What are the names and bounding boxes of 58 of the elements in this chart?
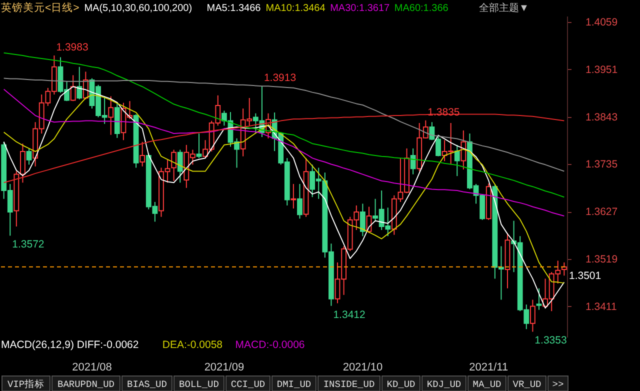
text: KD_UD (386, 379, 416, 390)
y-tick-label: 1.3843 (586, 111, 618, 124)
annotation: 1.3983 (56, 41, 88, 54)
text: MACD(26,12,9) DIFF:-0.0062 (1, 339, 139, 351)
candlestick (196, 133, 202, 159)
text: BARUPDN_UD (57, 379, 115, 390)
candlestick (297, 183, 302, 220)
text: BOLL_UD (179, 379, 220, 390)
text: CCI_UD (230, 379, 266, 390)
candlestick (429, 122, 435, 141)
text: KDJ_UD (426, 379, 462, 390)
y-tick-label: 1.3627 (586, 206, 618, 218)
text: >> (552, 379, 564, 390)
y-tick-label: 1.3411 (586, 300, 617, 313)
text: MA60:1.366 (394, 3, 449, 14)
candlestick (108, 96, 114, 136)
text: BIAS_UD (127, 379, 168, 390)
candlestick (177, 149, 183, 184)
candlestick (410, 148, 416, 175)
x-tick-label: 2021/08 (72, 362, 112, 374)
legend-title: MA(5,10,30,60,100,200) (84, 3, 192, 14)
candlestick (436, 134, 441, 157)
text: MA10:1.3464 (266, 3, 326, 14)
candlestick (454, 144, 460, 177)
candlestick (26, 148, 32, 166)
candlestick (460, 130, 466, 170)
text: MA_UD (472, 379, 502, 390)
text: 全部主题▼ (479, 2, 529, 14)
x-tick-label: 2021/09 (204, 362, 244, 374)
text: INSIDE_UD (323, 379, 375, 390)
annotation: 1.3353 (534, 334, 567, 347)
annotation: 1.3412 (333, 308, 366, 321)
candlestick (171, 149, 177, 182)
text: MA5:1.3466 (206, 3, 262, 14)
candlestick (70, 74, 76, 102)
text: MA30:1.3617 (330, 3, 390, 14)
y-tick-label: 1.3735 (586, 158, 618, 171)
text: VIP指标 (7, 378, 45, 390)
line-series (3, 52, 565, 198)
candlestick (140, 141, 146, 167)
text: DEA:-0.0058 (162, 339, 223, 351)
text: VR_UD (512, 379, 542, 390)
y-tick-label: 1.3519 (586, 253, 618, 266)
y-tick-label: 1.3951 (586, 64, 618, 76)
x-tick-label: 2021/11 (469, 362, 508, 374)
text: MACD:-0.0006 (235, 339, 305, 351)
candlestick (76, 66, 82, 100)
candlestick (360, 203, 366, 237)
x-tick-label: 2021/10 (342, 362, 383, 374)
y-tick-label: 1.4059 (586, 16, 618, 29)
candlestick (530, 299, 536, 332)
line-series (3, 88, 565, 216)
annotation: 1.3572 (12, 238, 44, 251)
candlestick (536, 288, 542, 310)
text: DMI_UD (276, 379, 312, 390)
ref-line-label: 1.3501 (569, 270, 602, 282)
annotation: 1.3913 (264, 72, 296, 84)
chart-title: 英镑美元<日线> (1, 1, 80, 14)
